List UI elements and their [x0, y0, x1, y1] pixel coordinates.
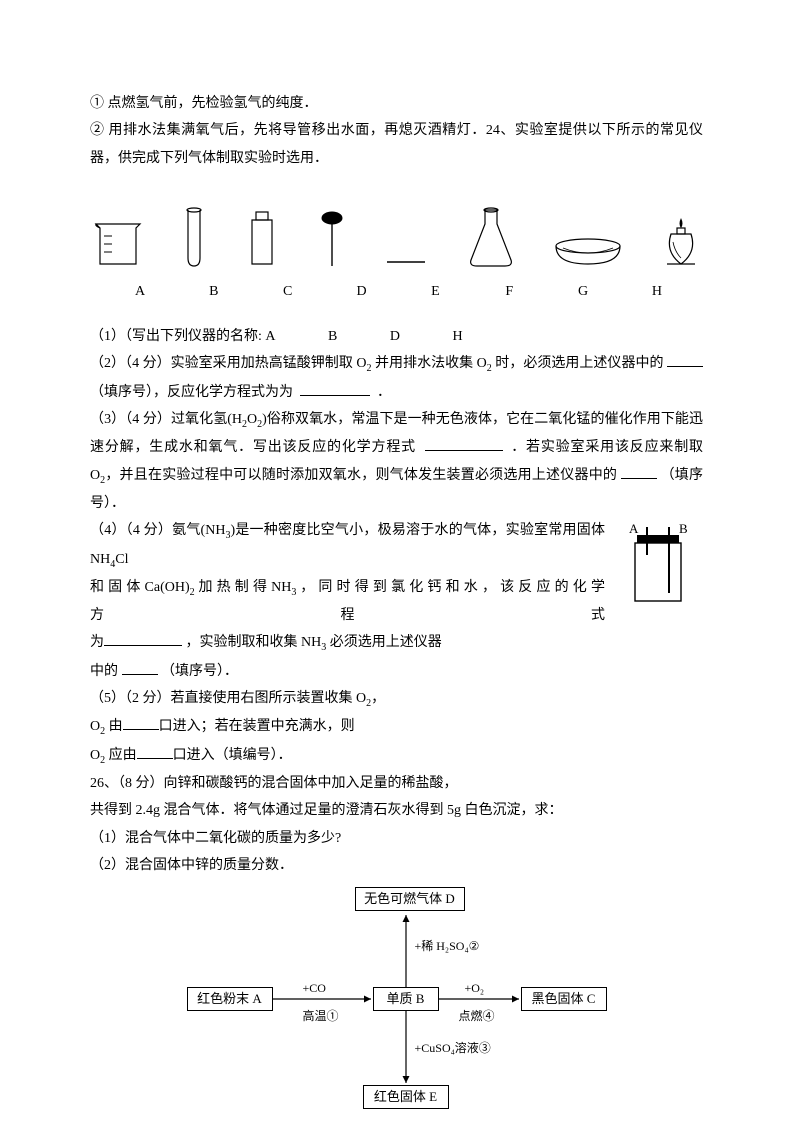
- q5-t8: 口进入（填编号）．: [173, 748, 292, 763]
- q4-t6: ，实验制取和收集 NH: [186, 635, 322, 650]
- question-4-line3: 为 ，实验制取和收集 NH3 必须选用上述仪器: [90, 629, 703, 657]
- q4-t9: （填序号）．: [161, 664, 238, 679]
- flowchart: 无色可燃气体 D 红色粉末 A 单质 B 黑色固体 C 红色固体 E +CO 高…: [187, 887, 607, 1117]
- question-26-line2: 共得到 2.4g 混合气体．将气体通过足量的澄清石灰水得到 5g 白色沉淀，求：: [90, 797, 703, 824]
- q4-t8: 中的: [90, 664, 118, 679]
- flow-label-o2: +O₂: [465, 977, 485, 1000]
- flow-label-high: 高温①: [303, 1005, 339, 1028]
- question-1: （1）（写出下列仪器的名称: A B D H: [90, 323, 703, 350]
- question-5-line2: O2 由口进入；若在装置中充满水，则: [90, 713, 703, 741]
- fig-label-b: B: [679, 521, 688, 536]
- flow-label-h2so4: +稀 H₂SO₄②: [415, 935, 480, 958]
- q1-b: B: [328, 329, 337, 344]
- blank: [300, 382, 370, 396]
- question-2: （2）（4 分）实验室采用加热高锰酸钾制取 O2 并用排水法收集 O2 时，必须…: [90, 350, 703, 406]
- q2-t2: 并用排水法收集 O: [375, 356, 487, 371]
- label-a: A: [110, 278, 170, 305]
- q5-t6: O: [90, 748, 100, 763]
- question-4-line4: 中的 （填序号）．: [90, 658, 703, 685]
- q5-t5: 口进入；若在装置中充满水，则: [159, 719, 355, 734]
- q2-t1: （2）（4 分）实验室采用加热高锰酸钾制取 O: [90, 356, 366, 371]
- question-5-line1: （5）（2 分）若直接使用右图所示装置收集 O2，: [90, 685, 703, 713]
- question-26-line1: 26、（8 分）向锌和碳酸钙的混合固体中加入足量的稀盐酸，: [90, 770, 703, 797]
- label-b: B: [184, 278, 244, 305]
- q2-t4: （填序号），反应化学方程式为为: [90, 385, 293, 400]
- q5-t2: ，: [371, 691, 385, 706]
- flow-label-fire: 点燃④: [459, 1005, 495, 1028]
- question-26-sub2: （2）混合固体中锌的质量分数．: [90, 852, 703, 879]
- blank: [621, 465, 657, 479]
- blank: [122, 661, 158, 675]
- blank: [425, 437, 503, 451]
- q3-t1: （3）（4 分）过氧化氢(H: [90, 412, 242, 427]
- alcohol-lamp-icon: [659, 212, 703, 270]
- q2-t5: ．: [377, 385, 391, 400]
- question-5-line3: O2 应由口进入（填编号）．: [90, 742, 703, 770]
- blank: [667, 353, 703, 367]
- flow-label-cuso4: +CuSO₄溶液③: [415, 1037, 491, 1060]
- q5-t3: O: [90, 719, 100, 734]
- q3-t5: ，并且在实验过程中可以随时添加双氧水，则气体发生装置必须选用上述仪器中的: [105, 468, 617, 483]
- q2-t3: 时，必须选用上述仪器中的: [495, 356, 663, 371]
- blank: [123, 716, 159, 730]
- label-c: C: [258, 278, 318, 305]
- fig-label-a: A: [629, 521, 639, 536]
- question-4-line1: （4）（4 分）氨气(NH3)是一种密度比空气小，极易溶于水的气体，实验室常用固…: [90, 517, 703, 574]
- label-d: D: [332, 278, 392, 305]
- blank: [104, 632, 182, 646]
- q4-t4b: 加 热 制 得 NH: [195, 580, 292, 595]
- q4-t3: Cl: [115, 552, 128, 567]
- q1-h: H: [452, 329, 462, 344]
- q4-t7: 必须选用上述仪器: [330, 635, 442, 650]
- reagent-bottle-icon: [242, 208, 282, 270]
- blank: [137, 745, 173, 759]
- intro-line-2: ② 用排水法集满氧气后，先将导管移出水面，再熄灭酒精灯．24、实验室提供以下所示…: [90, 117, 703, 172]
- beaker-icon: [90, 214, 146, 270]
- q3-t2: O: [247, 412, 257, 427]
- apparatus-labels: A B C D E F G H: [90, 278, 703, 305]
- q4-t4a: 和 固 体 Ca(OH): [90, 580, 190, 595]
- flow-label-co: +CO: [303, 977, 326, 1000]
- glass-tube-icon: [383, 250, 429, 270]
- label-g: G: [553, 278, 613, 305]
- question-4-line2: 和 固 体 Ca(OH)2 加 热 制 得 NH3 ， 同 时 得 到 氯 化 …: [90, 574, 703, 630]
- q5-t4: 由: [109, 719, 123, 734]
- q1-d: D: [390, 329, 400, 344]
- q4-t5: 为: [90, 635, 104, 650]
- flow-arrows: [187, 887, 607, 1117]
- test-tube-icon: [182, 206, 206, 270]
- thistle-funnel-icon: [318, 208, 346, 270]
- apparatus-figures: [90, 200, 703, 270]
- question-3: （3）（4 分）过氧化氢(H2O2)俗称双氧水，常温下是一种无色液体，它在二氧化…: [90, 406, 703, 517]
- water-trough-icon: [553, 236, 623, 270]
- q5-t7: 应由: [109, 748, 137, 763]
- intro-line-1: ① 点燃氢气前，先检验氢气的纯度．: [90, 90, 703, 117]
- label-f: F: [479, 278, 539, 305]
- q1-prefix: （1）（写出下列仪器的名称: A: [90, 329, 276, 344]
- collection-bottle-figure: A B: [613, 521, 703, 611]
- q4-t1: （4）（4 分）氨气(NH: [90, 523, 225, 538]
- question-26-sub1: （1）混合气体中二氧化碳的质量为多少?: [90, 825, 703, 852]
- conical-flask-icon: [465, 204, 517, 270]
- label-h: H: [627, 278, 687, 305]
- q5-t1: （5）（2 分）若直接使用右图所示装置收集 O: [90, 691, 366, 706]
- label-e: E: [405, 278, 465, 305]
